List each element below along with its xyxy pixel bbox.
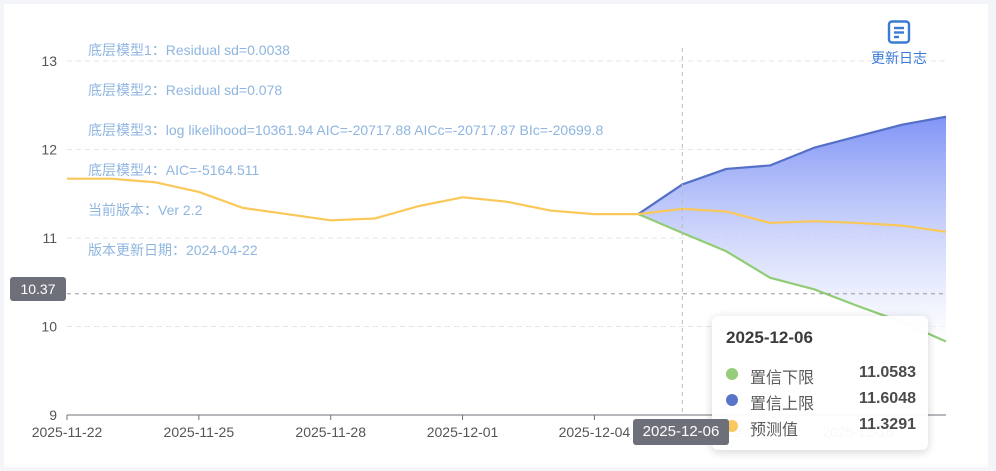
tooltip-series-value: 11.0583 bbox=[859, 364, 916, 381]
y-tick-label: 12 bbox=[41, 141, 57, 157]
y-tick-label: 11 bbox=[42, 230, 57, 246]
y-tick-label: 13 bbox=[41, 53, 57, 69]
tooltip: 2025-12-06 置信下限 11.0583 置信上限 11.6048 预测值… bbox=[712, 316, 928, 450]
x-tick-label: 2025-12-01 bbox=[427, 424, 499, 440]
tooltip-row-lower: 置信下限 11.0583 bbox=[726, 362, 916, 387]
x-tick-label: 2025-11-28 bbox=[295, 424, 366, 440]
tooltip-series-value: 11.3291 bbox=[859, 416, 916, 433]
tooltip-row-upper: 置信上限 11.6048 bbox=[726, 388, 916, 413]
note-model-4: 底层模型4：AIC=-5164.511 bbox=[88, 162, 260, 178]
series-line bbox=[67, 177, 947, 233]
tooltip-row-forecast: 预测值 11.3291 bbox=[726, 414, 916, 439]
legend-dot-icon bbox=[726, 420, 738, 432]
changelog-button[interactable]: 更新日志 bbox=[866, 20, 932, 68]
x-tick-label: 2025-11-25 bbox=[164, 424, 235, 440]
y-tick-label: 10 bbox=[41, 318, 57, 334]
tooltip-series-value: 11.6048 bbox=[859, 390, 916, 407]
legend-dot-icon bbox=[726, 368, 738, 380]
confidence-band bbox=[638, 116, 946, 342]
x-tick-label: 2025-11-22 bbox=[32, 424, 103, 440]
tooltip-series-name: 预测值 bbox=[750, 422, 799, 439]
note-update-date: 版本更新日期：2024-04-22 bbox=[88, 242, 258, 258]
document-icon bbox=[887, 20, 911, 44]
note-version: 当前版本：Ver 2.2 bbox=[88, 202, 203, 218]
crosshair-x-label: 2025-12-06 bbox=[633, 419, 729, 445]
x-tick-label: 2025-12-04 bbox=[559, 424, 631, 440]
note-model-3: 底层模型3：log likelihood=10361.94 AIC=-20717… bbox=[88, 122, 604, 138]
series-line bbox=[637, 115, 947, 216]
tooltip-date: 2025-12-06 bbox=[726, 328, 813, 347]
changelog-label: 更新日志 bbox=[871, 50, 927, 66]
legend-dot-icon bbox=[726, 394, 738, 406]
crosshair-y-label: 10.37 bbox=[10, 277, 66, 301]
tooltip-series-name: 置信下限 bbox=[750, 370, 815, 387]
note-model-2: 底层模型2：Residual sd=0.078 bbox=[88, 82, 283, 98]
y-tick-label: 9 bbox=[49, 407, 57, 423]
model-notes: 底层模型1：Residual sd=0.0038 底层模型2：Residual … bbox=[88, 40, 603, 280]
tooltip-series-name: 置信上限 bbox=[750, 396, 815, 413]
note-model-1: 底层模型1：Residual sd=0.0038 bbox=[88, 42, 290, 58]
